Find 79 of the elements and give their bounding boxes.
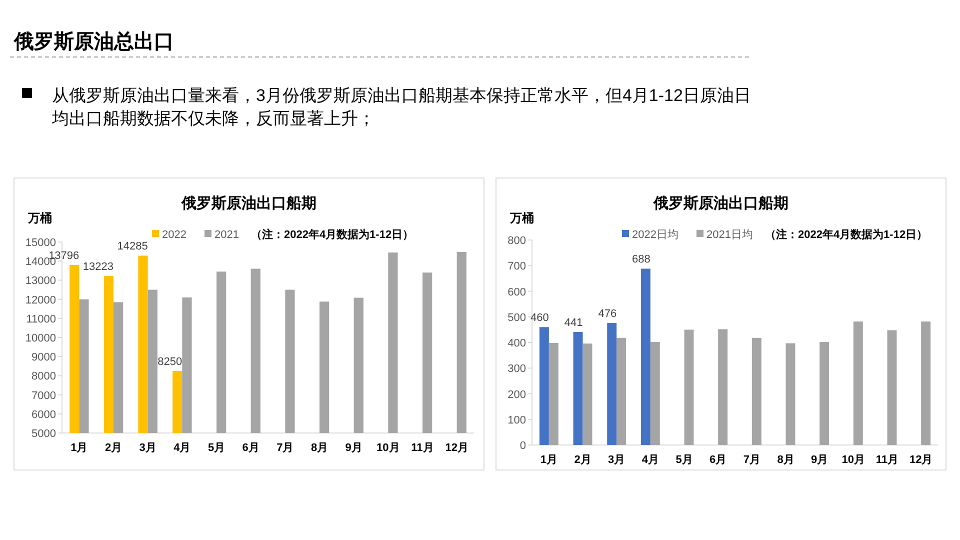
y-tick-label: 800 <box>508 235 526 247</box>
data-label: 441 <box>564 316 583 329</box>
bar <box>921 321 931 445</box>
x-tick-label: 4月 <box>174 442 191 454</box>
bar <box>684 330 694 445</box>
x-tick-label: 4月 <box>642 454 659 466</box>
bar <box>752 338 762 445</box>
y-tick-label: 500 <box>508 312 526 324</box>
y-axis-title: 万桶 <box>27 211 52 225</box>
bar <box>820 342 830 445</box>
legend-label: 2022日均 <box>632 229 678 241</box>
y-tick-label: 11000 <box>26 313 56 326</box>
y-tick-label: 14000 <box>25 256 56 268</box>
x-tick-label: 12月 <box>909 454 933 466</box>
y-tick-label: 5000 <box>32 428 56 440</box>
x-tick-label: 9月 <box>345 442 362 454</box>
y-tick-label: 0 <box>520 440 526 452</box>
x-tick-label: 5月 <box>208 442 226 454</box>
x-tick-label: 3月 <box>139 442 156 454</box>
y-tick-label: 6000 <box>32 408 56 421</box>
data-label: 460 <box>530 312 549 324</box>
x-tick-label: 8月 <box>310 442 328 454</box>
legend-label: 2022 <box>162 229 186 241</box>
x-tick-label: 1月 <box>540 454 558 466</box>
bar <box>607 323 617 445</box>
y-tick-label: 10000 <box>25 332 56 344</box>
bar <box>548 343 558 445</box>
y-axis-title: 万桶 <box>509 211 534 225</box>
x-tick-label: 1月 <box>70 442 88 454</box>
bar <box>539 327 549 445</box>
x-tick-label: 12月 <box>445 442 468 454</box>
bar <box>640 268 650 445</box>
data-label: 8250 <box>158 356 182 368</box>
x-tick-label: 2月 <box>574 454 592 466</box>
chart-title: 俄罗斯原油出口船期 <box>652 195 788 212</box>
bar <box>616 338 626 445</box>
bar <box>582 344 592 445</box>
x-tick-label: 9月 <box>811 454 828 466</box>
x-tick-label: 3月 <box>608 454 626 466</box>
bar <box>650 342 660 445</box>
x-tick-label: 11月 <box>876 454 899 466</box>
x-tick-label: 5月 <box>676 454 693 466</box>
data-label: 476 <box>598 308 617 320</box>
bar <box>718 329 728 445</box>
x-tick-label: 8月 <box>777 454 794 466</box>
y-tick-label: 400 <box>508 338 526 350</box>
chart-title: 俄罗斯原油出口船期 <box>180 195 316 212</box>
y-tick-label: 7000 <box>32 390 56 402</box>
x-tick-label: 11月 <box>411 442 434 454</box>
bar <box>887 330 897 445</box>
x-tick-label: 6月 <box>710 454 727 466</box>
y-tick-label: 13000 <box>25 275 56 288</box>
data-label: 14285 <box>117 240 148 253</box>
y-tick-label: 12000 <box>25 294 56 306</box>
legend-label: 2021日均 <box>706 229 753 241</box>
data-label: 13223 <box>82 260 114 273</box>
y-tick-label: 300 <box>508 363 526 376</box>
annotation: （注：2022年4月数据为1-12日） <box>764 228 928 241</box>
bar <box>853 321 863 445</box>
text: （注：2022年4月数据为1-12日） <box>250 228 414 241</box>
bar <box>573 332 583 445</box>
y-tick-label: 8000 <box>32 370 56 383</box>
y-tick-label: 100 <box>508 414 526 426</box>
y-tick-label: 200 <box>508 388 526 401</box>
text: 俄罗斯原油总出口 <box>13 30 174 53</box>
x-tick-label: 10月 <box>376 442 400 454</box>
y-tick-label: 600 <box>508 286 526 298</box>
y-tick-label: 9000 <box>32 352 56 364</box>
x-tick-label: 6月 <box>242 442 260 454</box>
y-tick-label: 700 <box>508 260 526 273</box>
x-tick-label: 10月 <box>842 454 866 466</box>
bar <box>786 343 796 445</box>
data-label: 688 <box>632 254 650 266</box>
x-tick-label: 7月 <box>276 442 294 454</box>
y-tick-label: 15000 <box>25 237 56 249</box>
legend-label: 2021 <box>214 229 239 241</box>
text: 从俄罗斯原油出口量来看，3月份俄罗斯原油出口船期基本保持正常水平，但4月1-12日原油日均出口船期数据不仅未降，反而显著上升； <box>51 86 751 128</box>
x-tick-label: 7月 <box>743 454 760 466</box>
x-tick-label: 2月 <box>104 442 122 454</box>
